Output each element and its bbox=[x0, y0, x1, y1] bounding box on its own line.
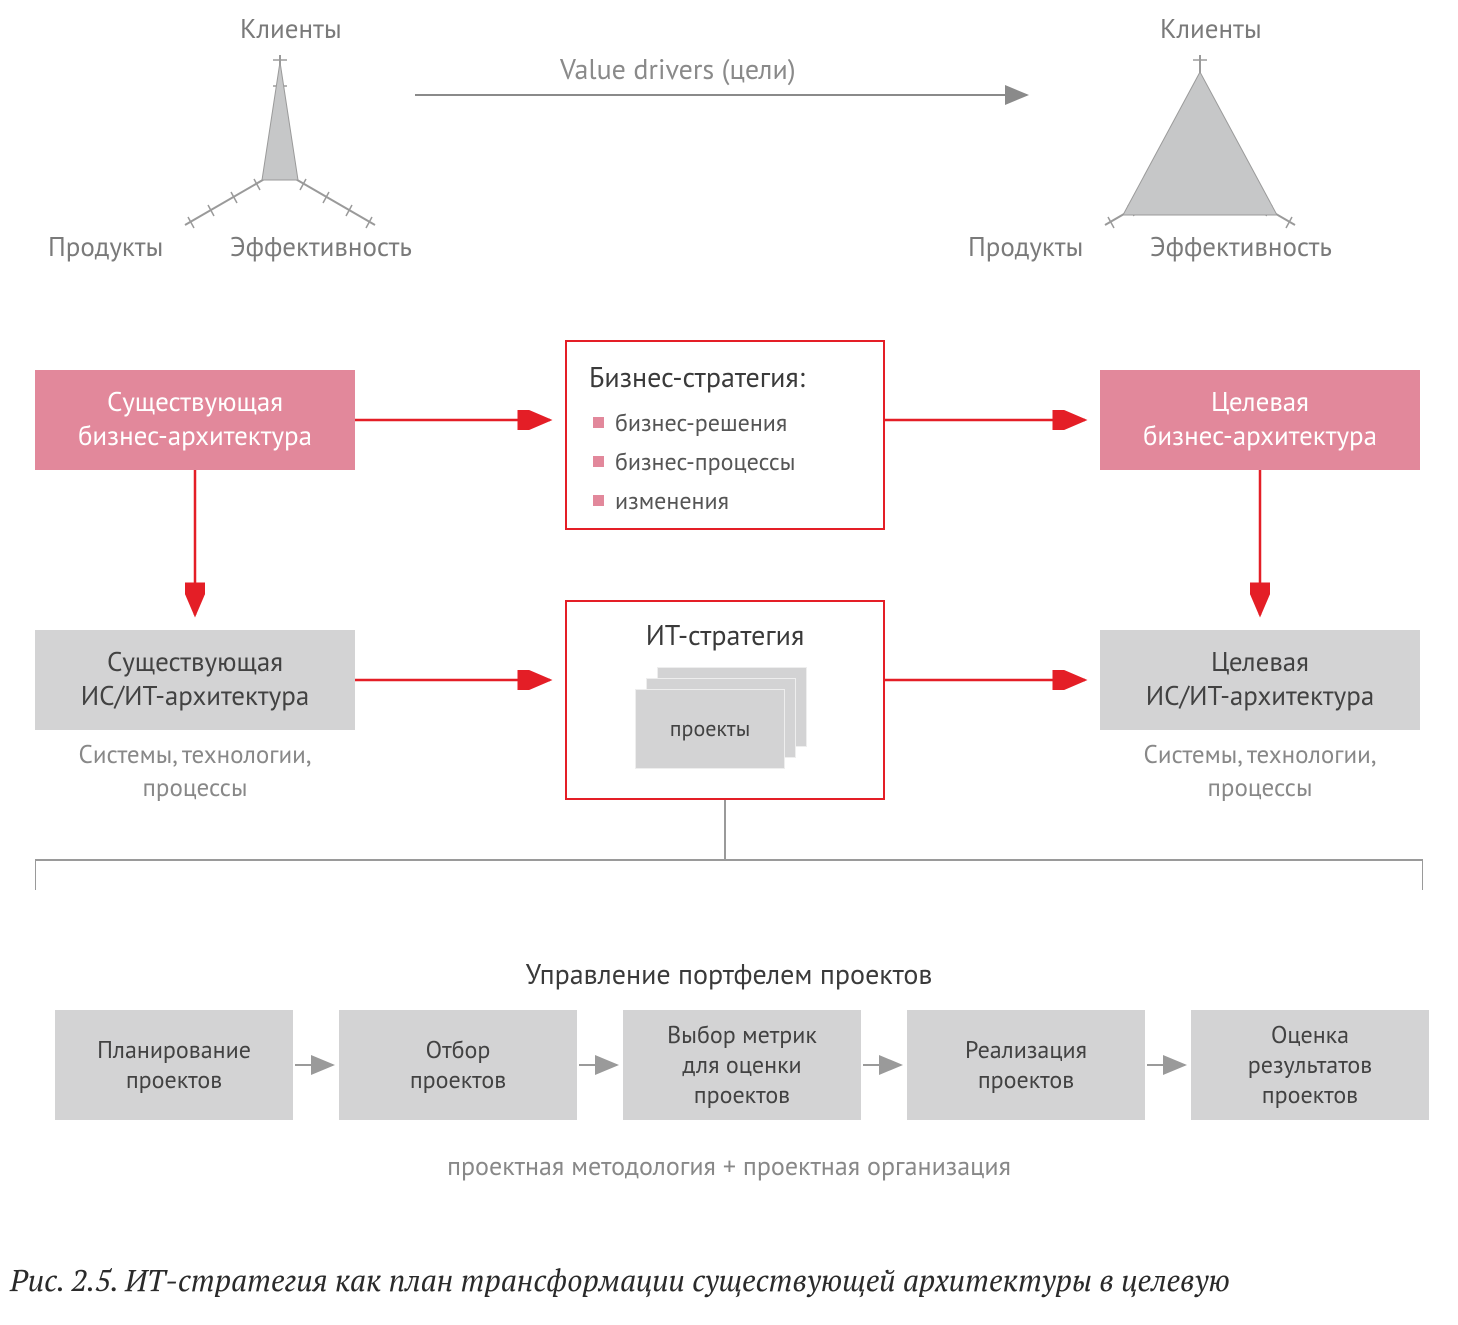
radar-right-label-top: Клиенты bbox=[1160, 12, 1262, 46]
value-drivers-label: Value drivers (цели) bbox=[560, 50, 796, 87]
pipeline-arrow bbox=[1145, 1055, 1191, 1075]
it-strategy-box: ИТ-стратегия проекты bbox=[565, 600, 885, 800]
arrow-row2-right bbox=[885, 670, 1100, 690]
pipeline-arrow bbox=[577, 1055, 623, 1075]
arrow-col-left bbox=[185, 470, 205, 630]
business-strategy-bullets: бизнес-решения бизнес-процессы изменения bbox=[589, 403, 861, 520]
portfolio-title: Управление портфелем проектов bbox=[0, 955, 1458, 992]
business-strategy-title: Бизнес-стратегия: bbox=[589, 358, 861, 395]
arrow-col-right bbox=[1250, 470, 1270, 630]
bullet-item: изменения bbox=[589, 481, 861, 520]
pipeline-step: Планирование проектов bbox=[55, 1010, 293, 1120]
bracket-connector bbox=[35, 800, 1423, 930]
portfolio-footnote: проектная методология + проектная органи… bbox=[0, 1150, 1458, 1183]
bullet-item: бизнес-решения bbox=[589, 403, 861, 442]
pipeline-step: Реализация проектов bbox=[907, 1010, 1145, 1120]
it-strategy-title: ИТ-стратегия bbox=[567, 616, 883, 653]
arrow-row1-left bbox=[355, 410, 565, 430]
target-it-arch-sub: Системы, технологии, процессы bbox=[1100, 738, 1420, 803]
pipeline-row: Планирование проектов Отбор проектов Выб… bbox=[55, 1010, 1405, 1130]
projects-stack-icon: проекты bbox=[635, 667, 815, 777]
existing-it-arch-sub: Системы, технологии, процессы bbox=[35, 738, 355, 803]
target-it-arch: Целевая ИС/ИТ-архитектура bbox=[1100, 630, 1420, 730]
pipeline-arrow bbox=[293, 1055, 339, 1075]
pipeline-arrow bbox=[861, 1055, 907, 1075]
radar-right-label-left: Продукты bbox=[968, 230, 1083, 264]
radar-right-label-right: Эффективность bbox=[1150, 230, 1332, 264]
radar-left-label-left: Продукты bbox=[48, 230, 163, 264]
business-strategy-box: Бизнес-стратегия: бизнес-решения бизнес-… bbox=[565, 340, 885, 530]
radar-left-label-right: Эффективность bbox=[230, 230, 412, 264]
pipeline-step: Выбор метрик для оценки проектов bbox=[623, 1010, 861, 1120]
target-business-arch: Целевая бизнес-архитектура bbox=[1100, 370, 1420, 470]
existing-it-arch: Существующая ИС/ИТ-архитектура bbox=[35, 630, 355, 730]
bullet-item: бизнес-процессы bbox=[589, 442, 861, 481]
pipeline-step: Отбор проектов bbox=[339, 1010, 577, 1120]
existing-business-arch: Существующая бизнес-архитектура bbox=[35, 370, 355, 470]
arrow-row2-left bbox=[355, 670, 565, 690]
radar-left-label-top: Клиенты bbox=[240, 12, 342, 46]
value-drivers-arrow bbox=[415, 85, 1040, 105]
figure-caption: Рис. 2.5. ИТ-стратегия как план трансфор… bbox=[10, 1260, 1450, 1300]
pipeline-step: Оценка результатов проектов bbox=[1191, 1010, 1429, 1120]
arrow-row1-right bbox=[885, 410, 1100, 430]
